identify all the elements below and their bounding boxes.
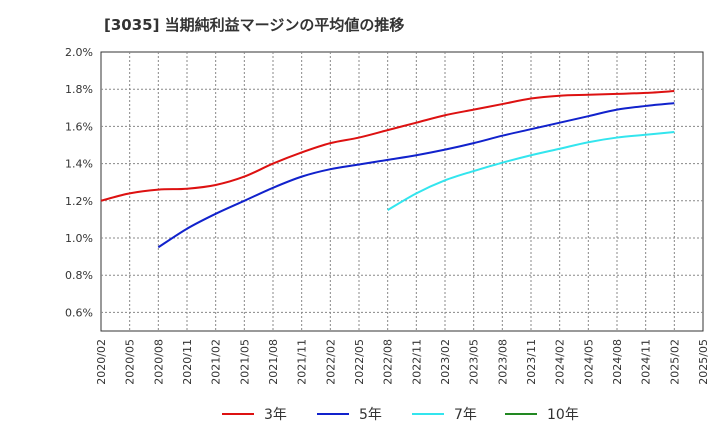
legend-label: 7年 (454, 407, 477, 423)
series-line-3年 (100, 90, 675, 202)
x-tick-label: 2024/02 (554, 339, 567, 385)
y-tick-label: 1.6% (65, 120, 93, 133)
x-tick-label: 2023/02 (439, 339, 452, 385)
series-line-7年 (387, 130, 675, 211)
legend-label: 3年 (264, 407, 287, 423)
plot-area (100, 51, 704, 332)
x-tick-label: 2020/08 (152, 339, 165, 385)
y-tick-label: 1.0% (65, 232, 93, 245)
x-tick-label: 2025/05 (697, 339, 710, 385)
x-tick-label: 2021/11 (296, 339, 309, 385)
x-tick-label: 2023/05 (468, 339, 481, 385)
x-tick-label: 2021/02 (210, 339, 223, 385)
chart-title: [3035] 当期純利益マージンの平均値の推移 (104, 16, 405, 34)
legend-label: 5年 (359, 407, 382, 423)
x-tick-label: 2025/02 (668, 339, 681, 385)
x-tick-label: 2020/05 (124, 339, 137, 385)
x-tick-label: 2023/11 (525, 339, 538, 385)
x-tick-label: 2022/08 (382, 339, 395, 385)
y-tick-label: 1.4% (65, 158, 93, 171)
y-tick-label: 1.8% (65, 83, 93, 96)
x-tick-label: 2020/02 (95, 339, 108, 385)
x-tick-label: 2022/02 (324, 339, 337, 385)
y-tick-label: 0.6% (65, 306, 93, 319)
x-tick-label: 2020/11 (181, 339, 194, 385)
x-tick-label: 2022/11 (410, 339, 423, 385)
y-tick-label: 2.0% (65, 46, 93, 59)
x-tick-label: 2022/05 (353, 339, 366, 385)
x-tick-label: 2024/11 (640, 339, 653, 385)
y-tick-label: 1.2% (65, 195, 93, 208)
x-tick-label: 2021/05 (238, 339, 251, 385)
y-tick-label: 0.8% (65, 269, 93, 282)
x-tick-label: 2024/05 (582, 339, 595, 385)
series-line-5年 (157, 102, 675, 249)
legend-label: 10年 (547, 407, 579, 423)
x-tick-label: 2023/08 (496, 339, 509, 385)
x-tick-label: 2024/08 (611, 339, 624, 385)
x-tick-label: 2021/08 (267, 339, 280, 385)
